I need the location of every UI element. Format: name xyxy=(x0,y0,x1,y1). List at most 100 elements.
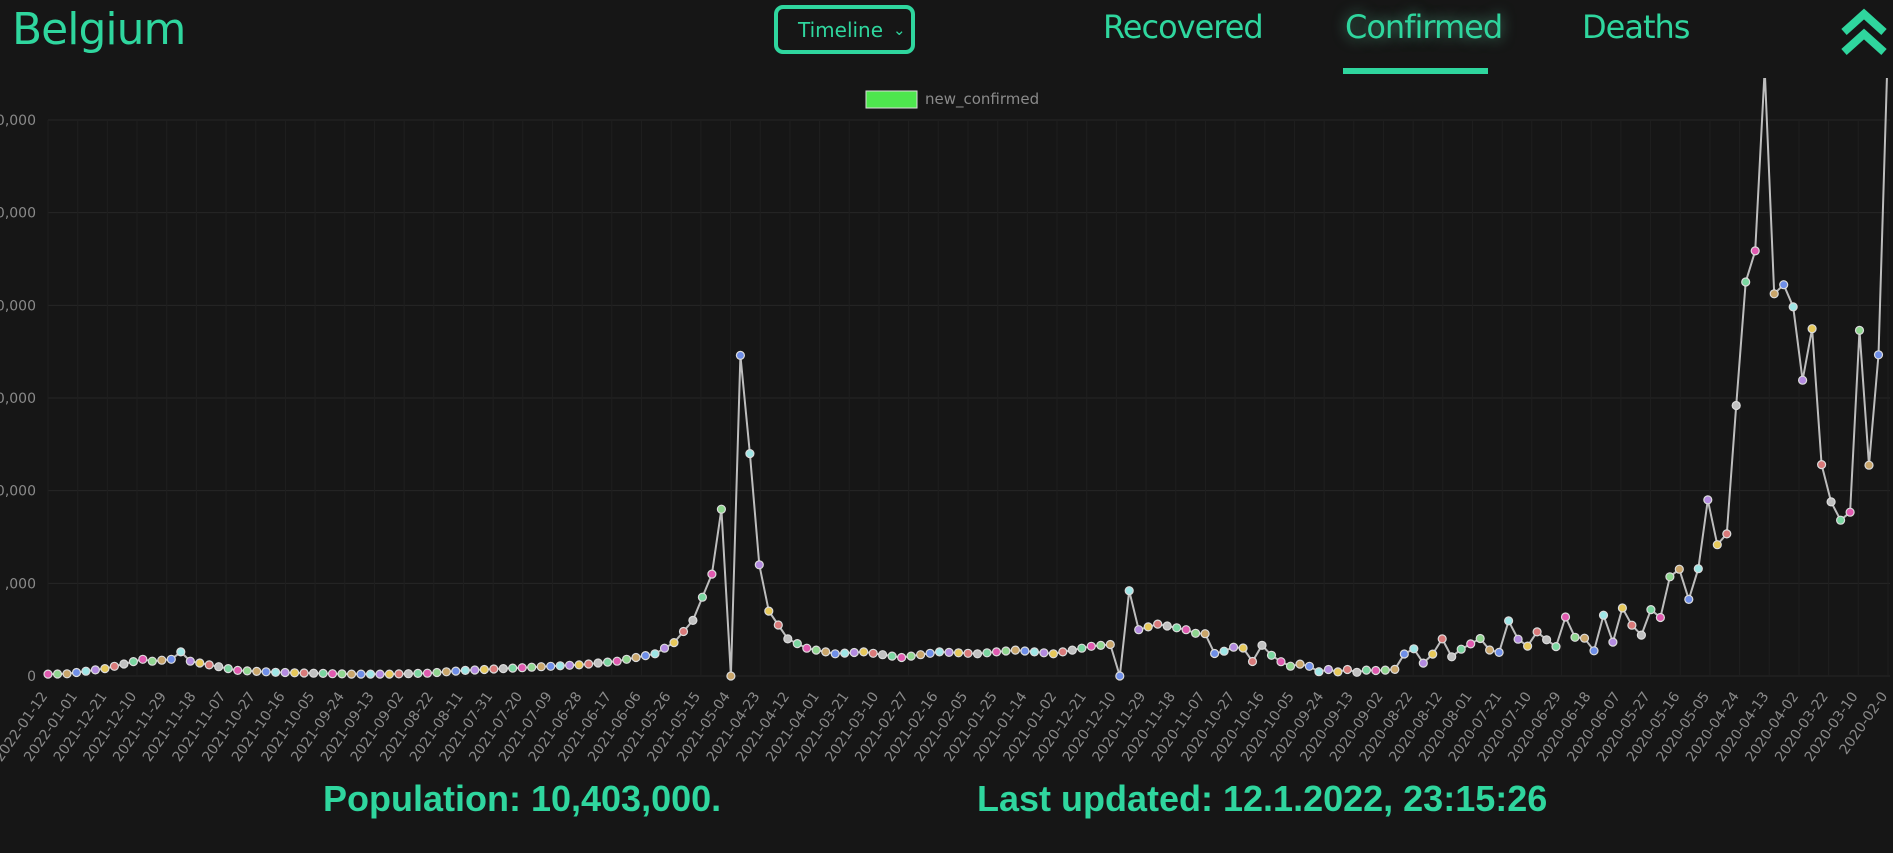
data-point xyxy=(1617,603,1628,613)
data-point xyxy=(1560,612,1571,622)
data-point xyxy=(309,668,319,678)
data-point xyxy=(1295,659,1305,669)
data-point xyxy=(261,667,271,677)
data-point xyxy=(859,647,869,657)
data-point xyxy=(1503,616,1514,626)
data-point xyxy=(1797,375,1808,385)
data-point xyxy=(90,665,101,675)
country-title: Belgium xyxy=(12,4,186,55)
y-tick-label: ,000 xyxy=(5,576,36,592)
data-point xyxy=(1257,640,1267,650)
data-point xyxy=(896,652,907,663)
data-point xyxy=(479,664,489,675)
data-point xyxy=(773,620,783,630)
last-updated-text: Last updated: 12.1.2022, 23:15:26 xyxy=(977,778,1548,819)
data-point xyxy=(166,654,176,664)
data-point xyxy=(375,669,385,679)
data-point xyxy=(1323,664,1334,675)
data-point xyxy=(176,647,186,657)
data-point xyxy=(1712,540,1722,550)
data-point xyxy=(1342,664,1353,675)
data-point xyxy=(707,569,717,579)
data-point xyxy=(52,669,63,679)
data-point xyxy=(365,669,376,679)
data-point xyxy=(327,669,338,679)
data-point xyxy=(982,648,992,658)
data-point xyxy=(1589,646,1599,656)
data-point xyxy=(1466,639,1476,649)
data-point xyxy=(195,658,205,668)
data-point xyxy=(81,666,91,676)
data-point xyxy=(1352,667,1362,677)
data-point xyxy=(460,665,470,676)
data-point xyxy=(527,662,537,672)
data-point xyxy=(403,669,413,679)
population-text: Population: 10,403,000. xyxy=(323,778,722,819)
data-point xyxy=(242,666,252,676)
data-point xyxy=(564,660,575,670)
data-point xyxy=(1238,643,1248,653)
view-select[interactable]: Timeline ⌄ xyxy=(774,5,915,54)
data-point xyxy=(1181,625,1191,635)
data-point xyxy=(1162,621,1172,631)
chart-legend[interactable]: new_confirmed xyxy=(865,90,1039,109)
data-point xyxy=(1779,280,1789,290)
data-point xyxy=(925,648,935,658)
double-chevron-up-icon[interactable] xyxy=(1838,6,1890,58)
view-select-value: Timeline xyxy=(798,17,884,42)
data-point xyxy=(1447,652,1457,662)
y-tick-label: 0,000 xyxy=(0,206,36,222)
data-point xyxy=(868,648,878,658)
data-point xyxy=(783,634,793,644)
chart-gridlines xyxy=(47,119,1890,677)
data-point xyxy=(1722,529,1732,539)
data-point xyxy=(1522,641,1533,651)
data-point xyxy=(802,643,812,653)
data-point xyxy=(1873,350,1884,360)
data-point xyxy=(536,662,546,672)
data-point xyxy=(128,656,138,667)
y-tick-label: 0,000 xyxy=(0,484,36,500)
data-point xyxy=(498,663,508,674)
data-point xyxy=(1428,649,1438,659)
data-point xyxy=(119,659,129,669)
data-point xyxy=(138,654,148,664)
data-point xyxy=(394,669,404,679)
data-point xyxy=(508,663,518,673)
data-point xyxy=(1731,400,1741,411)
data-point xyxy=(432,667,442,678)
tab-confirmed[interactable]: Confirmed xyxy=(1345,8,1503,46)
data-point xyxy=(147,656,157,666)
data-point xyxy=(840,648,850,658)
data-point xyxy=(157,655,167,665)
data-point xyxy=(640,650,651,661)
data-point xyxy=(1314,667,1324,677)
data-point xyxy=(1437,634,1447,644)
data-point xyxy=(1674,564,1684,574)
tab-deaths[interactable]: Deaths xyxy=(1582,8,1690,46)
data-point xyxy=(1247,656,1258,667)
tab-recovered[interactable]: Recovered xyxy=(1103,8,1264,46)
data-point xyxy=(1494,647,1504,658)
data-point xyxy=(1172,623,1182,633)
data-point xyxy=(489,664,499,674)
legend-swatch[interactable] xyxy=(865,90,918,109)
data-point xyxy=(953,648,964,658)
active-tab-indicator xyxy=(1343,68,1488,74)
data-point xyxy=(1086,641,1096,651)
y-tick-label: 0,000 xyxy=(0,391,36,407)
data-point xyxy=(574,660,584,670)
data-point xyxy=(1513,634,1523,644)
data-point xyxy=(811,645,821,655)
data-point xyxy=(233,665,243,676)
legend-label[interactable]: new_confirmed xyxy=(925,90,1039,109)
data-point xyxy=(583,659,594,669)
data-point xyxy=(1693,564,1703,574)
data-point xyxy=(337,669,347,679)
data-point xyxy=(280,667,290,678)
data-point xyxy=(1608,637,1618,647)
data-point xyxy=(43,669,53,679)
data-point xyxy=(1143,622,1153,632)
chevron-down-icon: ⌄ xyxy=(893,20,906,39)
